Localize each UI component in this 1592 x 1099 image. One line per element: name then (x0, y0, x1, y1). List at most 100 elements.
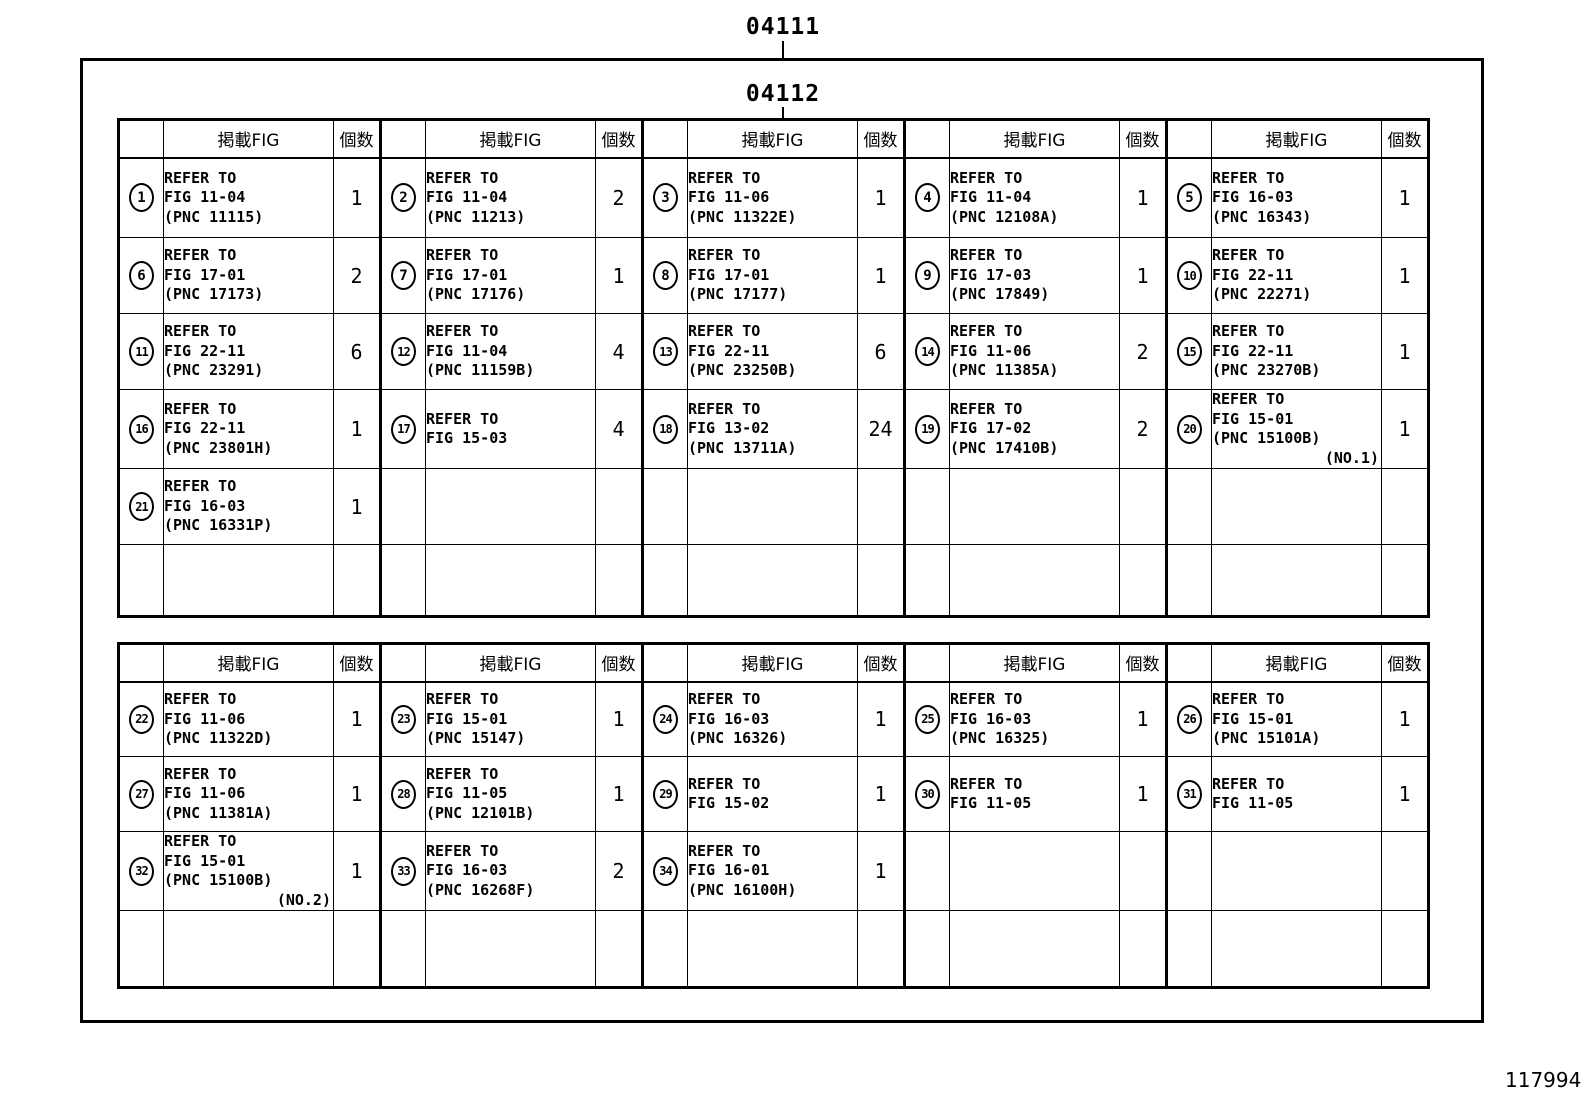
table-row (117, 910, 1429, 988)
fig-ref-cell: REFER TO FIG 16-03 (PNC 16325) (949, 681, 1120, 757)
header-corner-cell (379, 119, 426, 159)
circled-item-number: 10 (1177, 261, 1202, 290)
header-corner-cell (1165, 119, 1212, 159)
circled-item-number: 16 (129, 414, 154, 444)
empty-qty-cell (595, 544, 643, 617)
qty-cell: 6 (857, 313, 905, 390)
fig-ref-line: (PNC 16326) (688, 729, 788, 747)
circled-item-number: 15 (1177, 337, 1202, 366)
header-corner-cell (379, 643, 426, 683)
empty-qty-cell (333, 544, 381, 617)
qty-cell: 2 (1119, 313, 1167, 390)
fig-ref-line: (PNC 11381A) (164, 803, 273, 822)
fig-ref-line: REFER TO (688, 168, 761, 187)
qty-cell: 1 (857, 831, 905, 911)
fig-ref-line: FIG 11-05 (426, 784, 508, 803)
item-number-cell: 4 (903, 157, 950, 238)
fig-ref-line: FIG 22-11 (1212, 265, 1294, 284)
header-corner-cell (117, 119, 164, 159)
circled-item-number: 17 (391, 414, 416, 444)
empty-item-number-cell (903, 910, 950, 988)
part-code-inner: 04112 (745, 81, 821, 107)
fig-ref-line: REFER TO (688, 774, 761, 793)
fig-ref-line: (PNC 15100B) (164, 871, 273, 889)
fig-ref-line: REFER TO (688, 399, 761, 418)
circled-item-number: 9 (915, 261, 940, 290)
fig-ref-cell: REFER TO FIG 15-03 (425, 389, 596, 469)
header-corner-cell (903, 119, 950, 159)
fig-ref-line: FIG 15-01 (164, 851, 246, 870)
qty-cell: 1 (1381, 237, 1429, 314)
fig-ref-cell: REFER TO FIG 11-05 (949, 756, 1120, 832)
header-qty-label: 個数 (1119, 119, 1167, 159)
empty-item-number-cell (117, 544, 164, 617)
fig-ref-line: FIG 15-03 (426, 429, 508, 447)
empty-fig-ref-cell (949, 910, 1120, 988)
circled-item-number: 31 (1177, 779, 1202, 809)
qty-cell: 1 (1119, 681, 1167, 757)
header-row: 掲載FIG 個数 掲載FIG 個数 掲載FIG 個数 掲載FIG 個数 掲載FIG 個数 (117, 119, 1429, 159)
table-row: 22 REFER TO FIG 11-06 (PNC 11322D) 1 23 REFER … (117, 681, 1429, 757)
fig-ref-line: FIG 11-05 (950, 794, 1032, 812)
table-row: 1 REFER TO FIG 11-04 (PNC 11115) 1 2 REFER TO F… (117, 157, 1429, 238)
fig-ref-line: REFER TO (688, 246, 761, 265)
qty-cell: 24 (857, 389, 905, 469)
fig-ref-line: REFER TO (426, 690, 499, 708)
fig-ref-line: REFER TO (164, 832, 237, 851)
qty-cell: 1 (1381, 681, 1429, 757)
fig-ref-line: (PNC 16100H) (688, 880, 797, 899)
fig-ref-cell: REFER TO FIG 11-04 (PNC 11115) (163, 157, 334, 238)
fig-ref-line: (PNC 23291) (164, 361, 264, 380)
header-fig-label: 掲載FIG (949, 119, 1120, 159)
header-fig-label: 掲載FIG (687, 119, 858, 159)
empty-fig-ref-cell (949, 544, 1120, 617)
empty-item-number-cell (379, 468, 426, 545)
fig-ref-cell: REFER TO FIG 17-01 (PNC 17176) (425, 237, 596, 314)
fig-ref-cell: REFER TO FIG 16-03 (PNC 16331P) (163, 468, 334, 545)
fig-ref-cell: REFER TO FIG 15-01 (PNC 15100B) (NO.1) (1211, 389, 1382, 469)
header-qty-label: 個数 (1381, 119, 1429, 159)
empty-item-number-cell (641, 544, 688, 617)
fig-ref-cell: REFER TO FIG 17-03 (PNC 17849) (949, 237, 1120, 314)
header-fig-label: 掲載FIG (163, 643, 334, 683)
fig-ref-line: FIG 22-11 (688, 341, 770, 360)
fig-ref-line: REFER TO (950, 774, 1023, 793)
fig-ref-cell: REFER TO FIG 15-01 (PNC 15101A) (1211, 681, 1382, 757)
qty-cell: 1 (857, 681, 905, 757)
fig-ref-line: (PNC 23270B) (1212, 361, 1321, 380)
empty-fig-ref-cell (163, 910, 334, 988)
item-number-cell: 2 (379, 157, 426, 238)
fig-ref-line: (PNC 11115) (164, 207, 264, 226)
table-header: 掲載FIG 個数 掲載FIG 個数 掲載FIG 個数 掲載FIG 個数 掲載FIG 個数 (117, 119, 1429, 159)
empty-fig-ref-cell (425, 544, 596, 617)
qty-cell: 1 (333, 831, 381, 911)
qty-cell: 2 (595, 157, 643, 238)
fig-ref-line: REFER TO (1212, 774, 1285, 793)
fig-ref-line: REFER TO (1212, 168, 1285, 187)
item-number-cell: 12 (379, 313, 426, 390)
circled-item-number: 6 (129, 261, 154, 290)
empty-item-number-cell (379, 544, 426, 617)
fig-ref-cell: REFER TO FIG 11-06 (PNC 11322D) (163, 681, 334, 757)
empty-item-number-cell (641, 910, 688, 988)
fig-ref-line: (PNC 11322D) (164, 729, 273, 747)
empty-qty-cell (1381, 544, 1429, 617)
fig-ref-line: (PNC 16325) (950, 729, 1050, 747)
item-number-cell: 14 (903, 313, 950, 390)
qty-cell: 4 (595, 389, 643, 469)
fig-ref-line: FIG 15-01 (1212, 709, 1294, 728)
circled-item-number: 18 (653, 414, 678, 444)
fig-ref-line: (PNC 11159B) (426, 361, 535, 380)
table-body: 22 REFER TO FIG 11-06 (PNC 11322D) 1 23 REFER … (117, 681, 1429, 988)
fig-ref-line: (PNC 11213) (426, 207, 526, 226)
header-row: 掲載FIG 個数 掲載FIG 個数 掲載FIG 個数 掲載FIG 個数 掲載FIG 個数 (117, 643, 1429, 683)
fig-ref-line: FIG 16-03 (164, 496, 246, 515)
empty-qty-cell (1119, 910, 1167, 988)
fig-ref-cell: REFER TO FIG 11-06 (PNC 11322E) (687, 157, 858, 238)
item-number-cell: 11 (117, 313, 164, 390)
empty-qty-cell (595, 910, 643, 988)
circled-item-number: 11 (129, 337, 154, 366)
fig-ref-line: FIG 11-04 (950, 188, 1032, 206)
item-number-cell: 29 (641, 756, 688, 832)
header-qty-label: 個数 (333, 643, 381, 683)
